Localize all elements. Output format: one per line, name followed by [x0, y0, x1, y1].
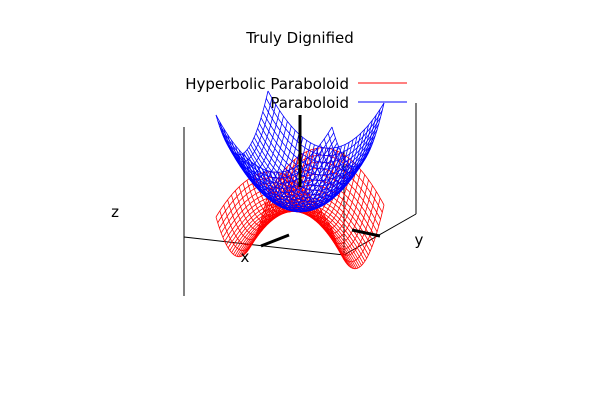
surface-1-mesh-line-y-4 — [231, 116, 284, 181]
triad-y-axis — [351, 228, 381, 238]
surface-1-mesh-line-y-3 — [227, 110, 280, 175]
surface-1-mesh-line-y-23 — [304, 136, 358, 201]
surface-1-mesh-line-y-24 — [308, 133, 362, 198]
surface-0-mesh-line-y-23 — [304, 165, 358, 230]
surface-1-mesh-line-y-25 — [312, 129, 366, 194]
surface-0-mesh-line-y-24 — [308, 169, 362, 235]
surface-1-mesh-line-y-6 — [238, 125, 292, 191]
surface-0-mesh-line-y-2 — [223, 181, 277, 246]
chart-title: Truly Dignified — [245, 29, 354, 47]
triad-x-axis — [260, 233, 290, 248]
surface-0-mesh-line-y-0 — [215, 192, 269, 258]
surface-1-mesh-line-y-29 — [327, 109, 381, 174]
surface-1-mesh-line-y-28 — [323, 114, 377, 179]
paraboloid-surface — [215, 90, 385, 213]
surface-0-mesh-line-y-1 — [219, 186, 273, 251]
surface-0-mesh-line-y-30 — [331, 204, 385, 270]
surface-0-mesh-line-y-25 — [312, 174, 366, 239]
surface-0-mesh-line-y-3 — [227, 175, 280, 240]
surface-1-mesh-line-y-20 — [292, 144, 346, 209]
surface-1-mesh-line-y-10 — [254, 140, 308, 205]
legend: Hyperbolic Paraboloid Paraboloid — [185, 75, 407, 112]
surface-1-mesh-line-y-7 — [242, 130, 296, 195]
surface-1-mesh-line-y-19 — [289, 145, 342, 211]
surface-1-mesh-line-y-18 — [285, 147, 338, 212]
surface-0-mesh-line-y-28 — [323, 191, 377, 256]
z-axis-label: z — [111, 203, 119, 221]
surface-1-mesh-line-y-21 — [296, 142, 350, 207]
surface-1-mesh-line-y-30 — [331, 102, 385, 168]
surface-1-mesh-line-y-27 — [320, 120, 373, 185]
surface-0-mesh-line-y-27 — [320, 185, 373, 250]
surface-1-mesh-line-y-22 — [300, 139, 354, 204]
surface-1-mesh-line-y-13 — [265, 146, 319, 211]
origin-triad — [260, 115, 381, 248]
surface-1-mesh-line-y-1 — [219, 97, 273, 163]
legend-label-paraboloid: Paraboloid — [270, 94, 349, 112]
x-axis-label: x — [241, 248, 250, 266]
surface-0-mesh-line-x-17 — [238, 211, 355, 269]
surface-0-mesh-line-y-26 — [316, 179, 369, 244]
y-axis-label: y — [415, 231, 424, 249]
surface-0-mesh-line-y-29 — [327, 197, 381, 263]
surface-1-mesh-line-y-0 — [215, 90, 269, 156]
legend-label-hyperbolic-paraboloid: Hyperbolic Paraboloid — [185, 75, 349, 93]
surface-1-mesh-line-y-26 — [316, 124, 369, 190]
